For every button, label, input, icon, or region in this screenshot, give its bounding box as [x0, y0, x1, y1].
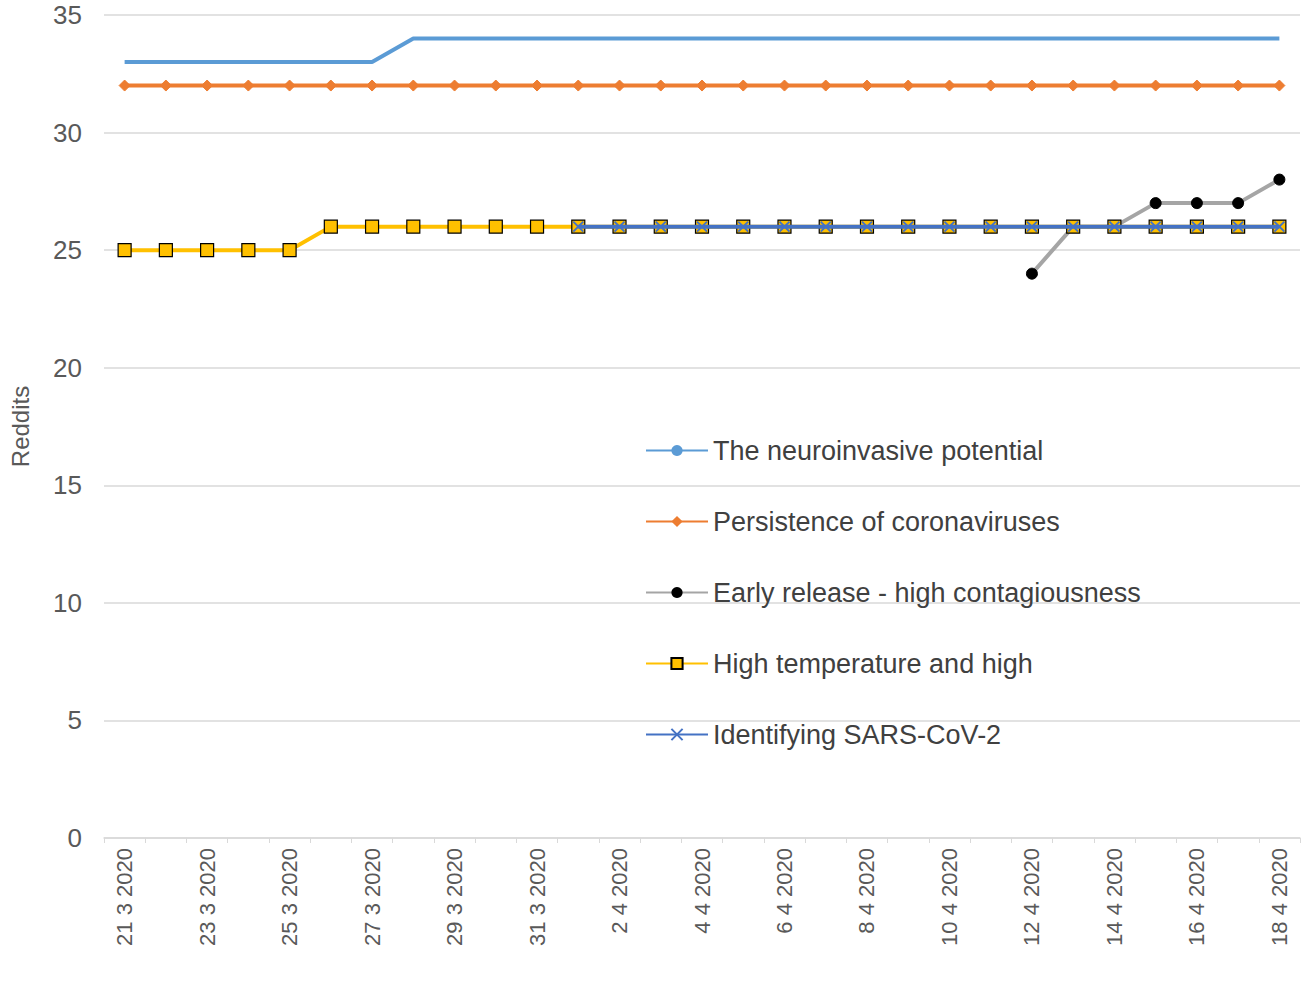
svg-text:35: 35 [53, 0, 82, 30]
svg-text:20: 20 [53, 353, 82, 383]
svg-text:10: 10 [53, 588, 82, 618]
svg-text:High temperature and high: High temperature and high [713, 649, 1033, 679]
svg-text:Reddits: Reddits [7, 386, 34, 467]
svg-text:23 3 2020: 23 3 2020 [195, 848, 220, 946]
svg-text:4 4 2020: 4 4 2020 [690, 848, 715, 934]
svg-text:Identifying SARS-CoV-2: Identifying SARS-CoV-2 [713, 720, 1001, 750]
svg-text:15: 15 [53, 470, 82, 500]
svg-text:10 4 2020: 10 4 2020 [937, 848, 962, 946]
svg-text:18 4 2020: 18 4 2020 [1267, 848, 1292, 946]
svg-text:25 3 2020: 25 3 2020 [277, 848, 302, 946]
svg-text:16 4 2020: 16 4 2020 [1184, 848, 1209, 946]
svg-text:The neuroinvasive potential: The neuroinvasive potential [713, 436, 1043, 466]
svg-text:6 4 2020: 6 4 2020 [772, 848, 797, 934]
svg-text:2 4 2020: 2 4 2020 [607, 848, 632, 934]
svg-text:25: 25 [53, 235, 82, 265]
svg-text:0: 0 [68, 823, 82, 853]
svg-text:30: 30 [53, 118, 82, 148]
svg-text:5: 5 [68, 705, 82, 735]
svg-text:14 4 2020: 14 4 2020 [1102, 848, 1127, 946]
svg-text:31 3 2020: 31 3 2020 [525, 848, 550, 946]
svg-text:21 3 2020: 21 3 2020 [112, 848, 137, 946]
svg-text:12 4 2020: 12 4 2020 [1019, 848, 1044, 946]
svg-text:Early release - high contagiou: Early release - high contagiousness [713, 578, 1141, 608]
svg-text:27 3 2020: 27 3 2020 [360, 848, 385, 946]
svg-text:29 3 2020: 29 3 2020 [442, 848, 467, 946]
svg-text:8 4 2020: 8 4 2020 [854, 848, 879, 934]
svg-text:Persistence of coronaviruses: Persistence of coronaviruses [713, 507, 1060, 537]
